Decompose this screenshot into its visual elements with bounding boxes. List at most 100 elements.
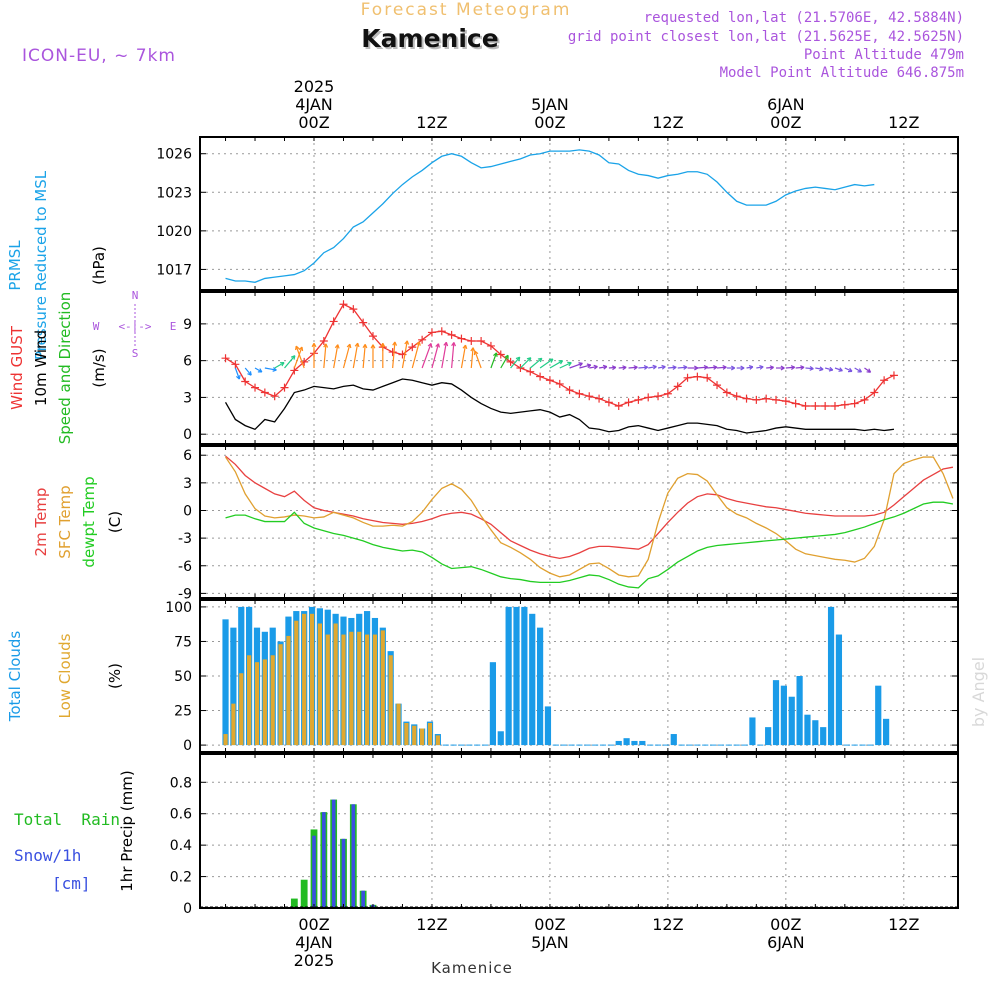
wind-barb-head — [713, 364, 718, 370]
grid-layer — [200, 137, 958, 909]
bar-low-clouds — [278, 644, 283, 746]
wind-barb — [539, 358, 554, 369]
panel-frame — [199, 599, 959, 753]
ytick-label: 0 — [183, 901, 192, 917]
wind-barb-head — [586, 363, 592, 369]
wind-barb-head — [838, 367, 843, 372]
wind-barb — [579, 364, 591, 369]
panel-frame — [199, 291, 959, 445]
bar-total-clouds — [497, 731, 504, 746]
wind-barb — [392, 341, 396, 369]
gust-marker — [536, 372, 545, 381]
wind-barb-head — [578, 362, 583, 367]
bar-rain — [300, 879, 308, 908]
wind-barb — [264, 367, 277, 371]
wind-barb-head — [847, 367, 853, 373]
ytick-label: 1023 — [156, 185, 192, 201]
wind-barb — [677, 366, 688, 369]
bottom-time-label: 00Z — [770, 915, 801, 934]
wind-barb-head — [769, 365, 774, 371]
ylabel-text: (hPa) — [90, 246, 108, 285]
gust-marker — [329, 317, 338, 326]
ytick-label: 1026 — [156, 147, 192, 163]
ytick-label: 9 — [183, 317, 192, 333]
wind-barb — [284, 355, 296, 369]
wind-barb — [295, 345, 305, 369]
gust-marker — [368, 332, 377, 341]
bar-snow — [361, 890, 365, 908]
point-altitude: Point Altitude 479m — [804, 47, 964, 63]
bar-low-clouds — [254, 662, 260, 746]
wind-barb — [549, 360, 563, 369]
wind-barb-head — [451, 342, 457, 347]
bar-total-clouds — [749, 717, 756, 746]
bottom-time-label: 00Z — [298, 915, 329, 934]
bar-total-clouds — [765, 727, 772, 746]
wind-barb — [244, 367, 252, 376]
bar-low-clouds — [349, 631, 354, 746]
wind-barb-head — [866, 368, 872, 373]
bar-low-clouds — [341, 634, 346, 746]
wind-barb — [510, 356, 521, 369]
gust-marker — [565, 386, 574, 395]
ytick-label: 6 — [183, 448, 192, 464]
bar-low-clouds — [239, 673, 244, 746]
compass-arrow: <-|-> — [118, 320, 151, 333]
bar-total-clouds — [521, 606, 528, 746]
wind-barb-head — [515, 356, 521, 362]
top-time-label: 6JAN — [767, 95, 805, 114]
wind-barb — [667, 366, 677, 369]
gust-marker — [280, 383, 289, 392]
wind-barb-head — [526, 357, 532, 362]
wind-barb-head — [622, 365, 627, 371]
wind-barb-head — [354, 342, 360, 348]
wind-barb-head — [247, 371, 252, 376]
compass-w: W — [93, 320, 100, 333]
wind-barb-head — [567, 361, 572, 367]
wind-barb — [293, 346, 303, 369]
wind-barb — [854, 367, 862, 373]
gust-marker — [722, 388, 731, 397]
wind-barb-head — [672, 365, 677, 370]
wind-barb-head — [611, 365, 617, 371]
label-layer: 1017 1020 1023 1026 PRMSL Pressure Reduced to… — [6, 77, 919, 970]
ytick-label: 100 — [165, 600, 192, 616]
wind-barb-head — [392, 341, 398, 346]
series-line-prmsl — [225, 149, 875, 283]
wind-barb — [834, 367, 843, 372]
wind-barb-head — [504, 354, 509, 360]
wind-barb-head — [652, 364, 657, 370]
wind-barb-head — [370, 344, 376, 349]
compass-s: S — [132, 347, 139, 360]
bar-low-clouds — [247, 655, 252, 746]
wind-barb — [520, 357, 532, 369]
bar-low-clouds — [435, 735, 440, 746]
bar-total-clouds — [788, 696, 795, 746]
gust-marker — [752, 395, 761, 404]
station-title-shadow: Kamenice — [363, 26, 500, 55]
wind-barb-head — [828, 366, 834, 372]
ytick-label: 75 — [174, 634, 192, 650]
ylabel-text: (m/s) — [90, 348, 108, 387]
gust-marker — [555, 379, 564, 388]
bar-snow — [341, 838, 346, 908]
wind-barb-head — [558, 360, 564, 365]
bar-low-clouds — [364, 634, 370, 746]
wind-barb-head — [380, 342, 386, 348]
bottom-time-label: 00Z — [534, 915, 565, 934]
series-line-10m-wind — [224, 378, 895, 434]
bar-low-clouds — [270, 655, 275, 746]
wind-barb-head — [473, 350, 479, 356]
legend-snow: Snow/1h — [14, 846, 81, 865]
bar-total-clouds — [536, 627, 544, 746]
wind-barb — [274, 362, 285, 369]
bar-total-clouds — [883, 718, 890, 746]
gridpoint-coords: grid point closest lon,lat (21.5625E, 42… — [568, 29, 964, 45]
wind-barb-head — [694, 365, 699, 371]
wind-barb-head — [819, 366, 824, 372]
top-time-label: 12Z — [416, 113, 447, 132]
gust-marker — [703, 373, 712, 382]
gust-marker — [732, 392, 741, 401]
bar-snow — [351, 804, 356, 908]
footer-station: Kamenice — [431, 959, 513, 977]
